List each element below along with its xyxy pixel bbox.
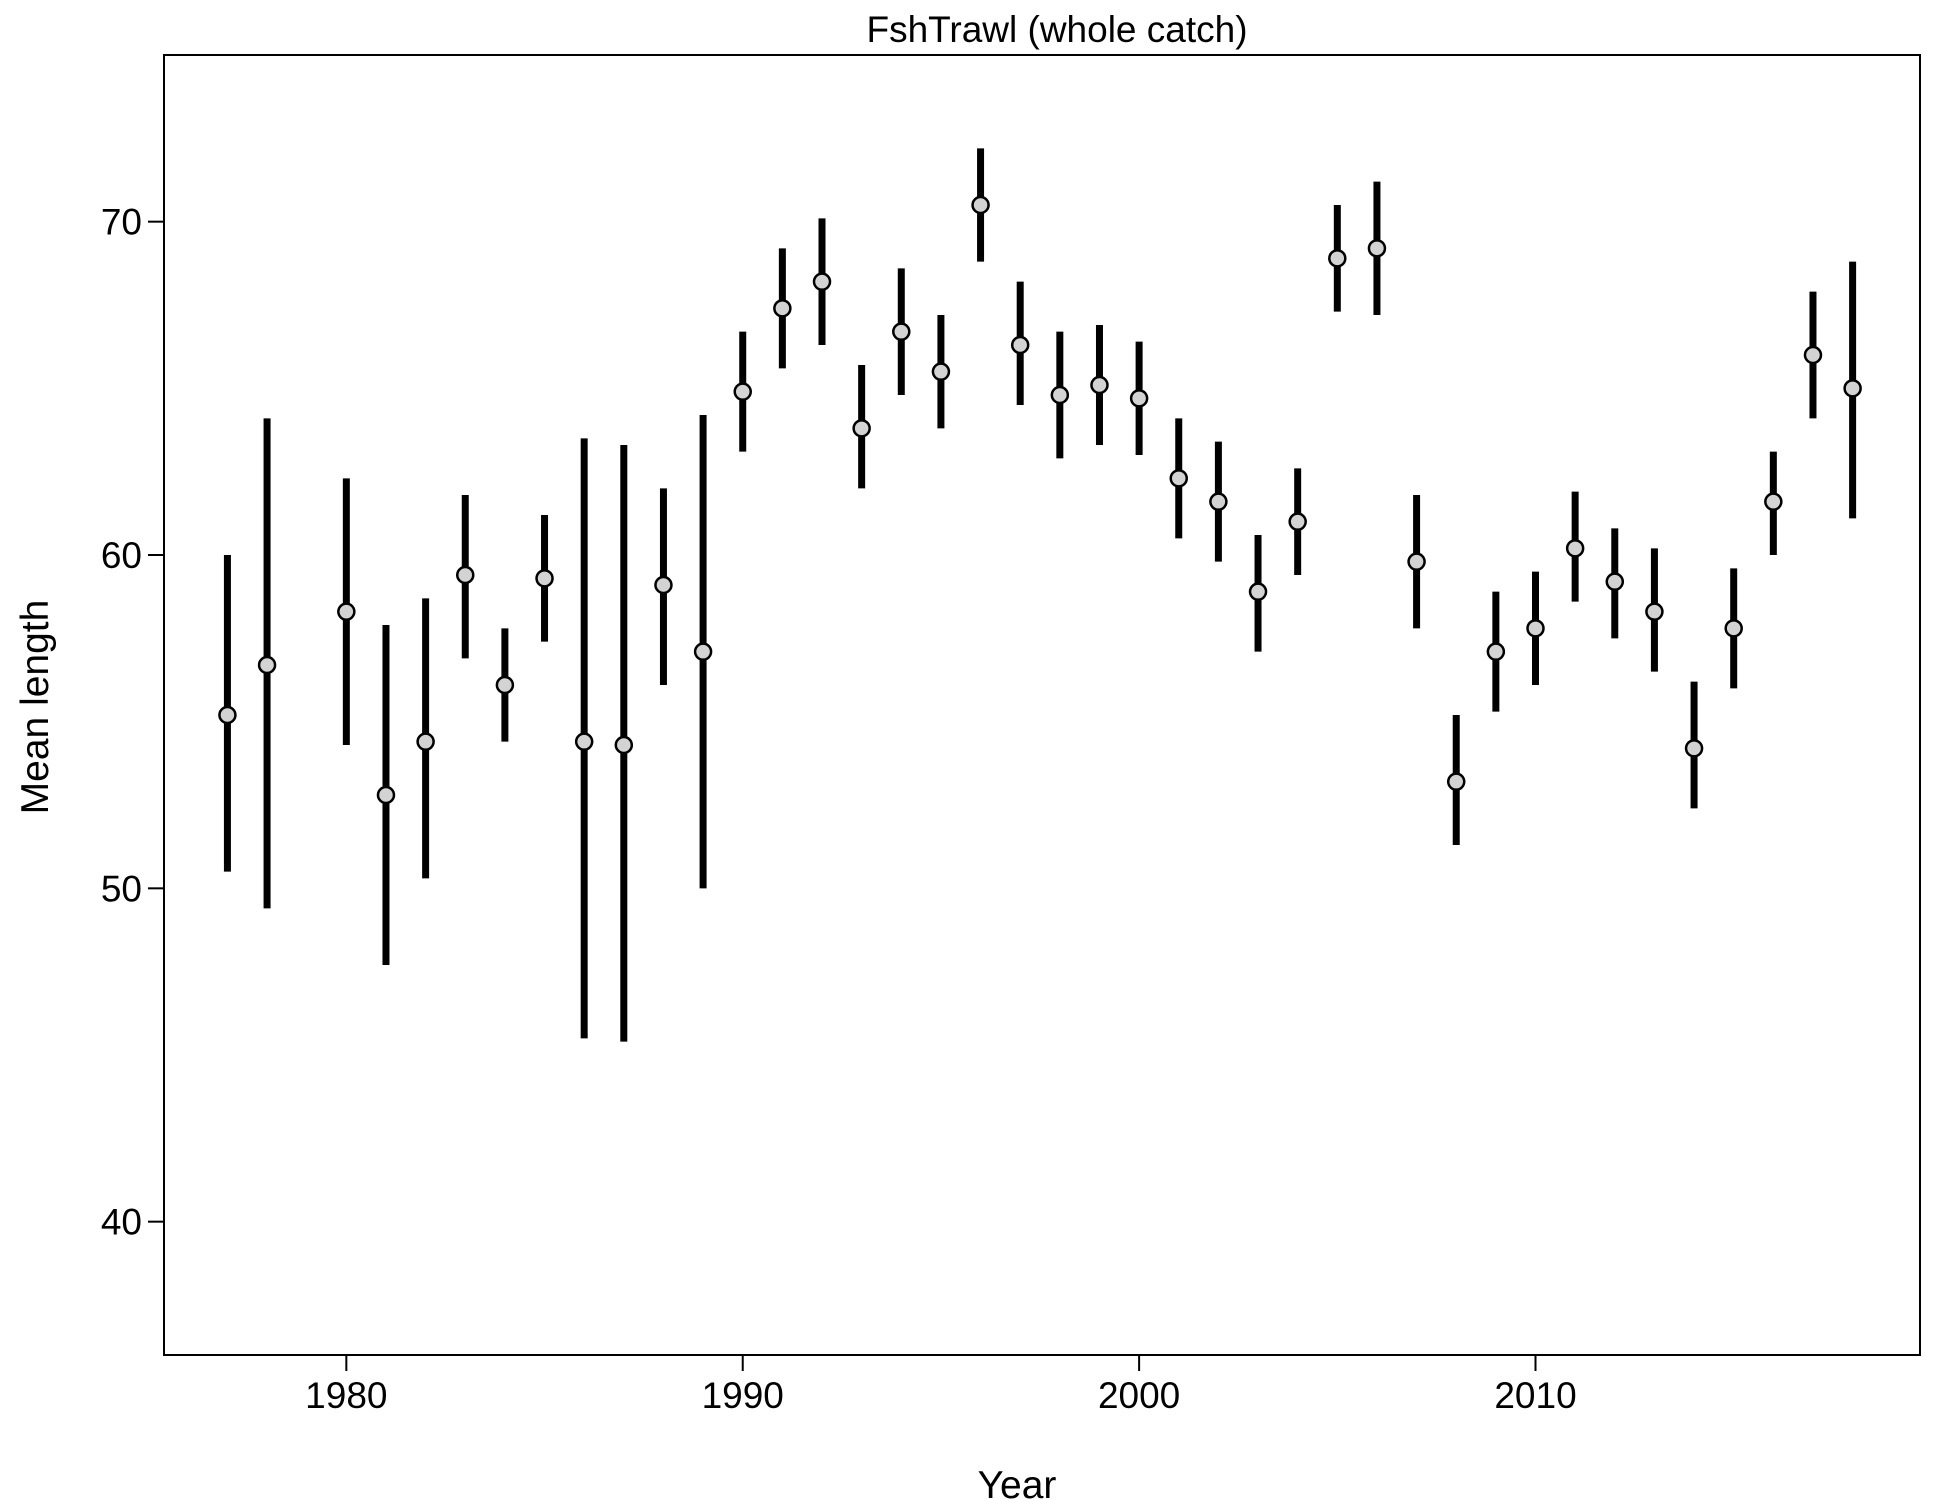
data-point (1050, 385, 1070, 405)
data-point (1446, 772, 1466, 791)
data-point (1209, 492, 1228, 511)
data-point (931, 362, 951, 381)
data-point (1565, 539, 1585, 558)
data-point (1169, 469, 1189, 488)
data-point (1090, 375, 1109, 395)
data-point (654, 575, 673, 595)
x-axis: 1980 1990 2000 2010 (305, 1355, 1577, 1416)
y-axis-title: Mean length (14, 600, 57, 815)
data-point (337, 602, 356, 621)
data-points (218, 195, 1862, 805)
data-point (1645, 602, 1664, 621)
data-point (456, 565, 475, 585)
y-tick-label: 40 (101, 1202, 142, 1243)
x-tick-label: 2010 (1494, 1375, 1576, 1416)
x-tick-label: 2000 (1098, 1375, 1180, 1416)
data-point (495, 675, 515, 695)
x-tick-label: 1990 (702, 1375, 784, 1416)
data-point (1764, 492, 1783, 511)
x-tick-label: 1980 (305, 1375, 387, 1416)
y-tick-label: 50 (101, 868, 142, 909)
data-point (1526, 619, 1545, 638)
data-point (1248, 582, 1268, 601)
error-bars (223, 148, 1857, 1042)
data-point (218, 705, 237, 725)
data-point (971, 195, 990, 215)
data-point (892, 322, 911, 341)
data-point (852, 419, 871, 438)
data-point (1129, 389, 1149, 408)
data-point (416, 732, 435, 751)
data-point (812, 272, 832, 291)
data-point (1803, 345, 1823, 365)
y-tick-label: 60 (101, 535, 142, 576)
plot-frame (163, 54, 1921, 1356)
data-point (693, 642, 713, 661)
chart-title: FshTrawl (whole catch) (866, 9, 1247, 50)
data-point (1724, 619, 1743, 638)
data-point (1010, 335, 1030, 355)
data-point (1605, 572, 1625, 591)
data-point (574, 732, 594, 751)
data-point (376, 785, 396, 805)
data-point (1328, 249, 1347, 268)
data-point (1486, 642, 1506, 661)
data-point (1407, 552, 1426, 571)
data-point (535, 569, 554, 588)
data-point (1843, 379, 1862, 398)
data-point (1288, 512, 1307, 531)
data-point (733, 382, 752, 401)
data-point (773, 299, 792, 318)
data-point (1367, 239, 1387, 258)
y-axis: 40 50 60 70 (101, 202, 164, 1243)
x-axis-title: Year (978, 1464, 1057, 1500)
data-point (1684, 739, 1704, 758)
data-point (257, 655, 277, 675)
data-point (614, 735, 634, 755)
y-tick-label: 70 (101, 202, 142, 243)
